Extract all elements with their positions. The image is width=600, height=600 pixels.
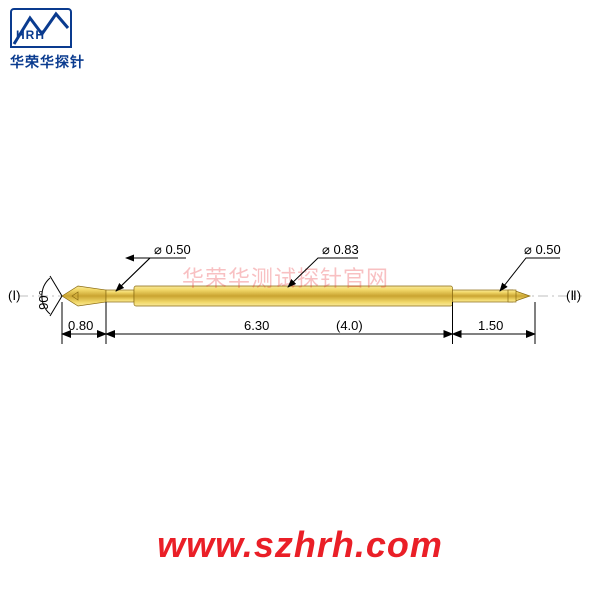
watermark-text: 华荣华测试探针官网: [182, 266, 389, 291]
angle-value: 90°: [36, 290, 51, 310]
dia-right-symbol: ⌀: [524, 242, 532, 257]
dia-barrel-value: 0.83: [333, 242, 358, 257]
svg-text:⌀ 0.50: ⌀ 0.50: [524, 242, 561, 257]
page-root: HRH 华荣华探针 (Ⅰ) (Ⅱ): [0, 0, 600, 600]
dimension-drawing: (Ⅰ) (Ⅱ) 华荣华测试探针官网 ⌀ 0.50 ⌀ 0.83 ⌀ 0.50: [0, 0, 600, 600]
dia-right-value: 0.50: [535, 242, 560, 257]
len-tip-left: 0.80: [68, 318, 93, 333]
dia-barrel-symbol: ⌀: [322, 242, 330, 257]
len-stroke: (4.0): [336, 318, 363, 333]
svg-text:⌀ 0.50: ⌀ 0.50: [154, 242, 191, 257]
len-right: 1.50: [478, 318, 503, 333]
website-url: www.szhrh.com: [0, 524, 600, 566]
dia-left-symbol: ⌀: [154, 242, 162, 257]
svg-text:⌀ 0.83: ⌀ 0.83: [322, 242, 359, 257]
end-label-right: (Ⅱ): [566, 288, 581, 303]
end-label-left: (Ⅰ): [8, 288, 21, 303]
dia-left-value: 0.50: [165, 242, 190, 257]
len-barrel: 6.30: [244, 318, 269, 333]
